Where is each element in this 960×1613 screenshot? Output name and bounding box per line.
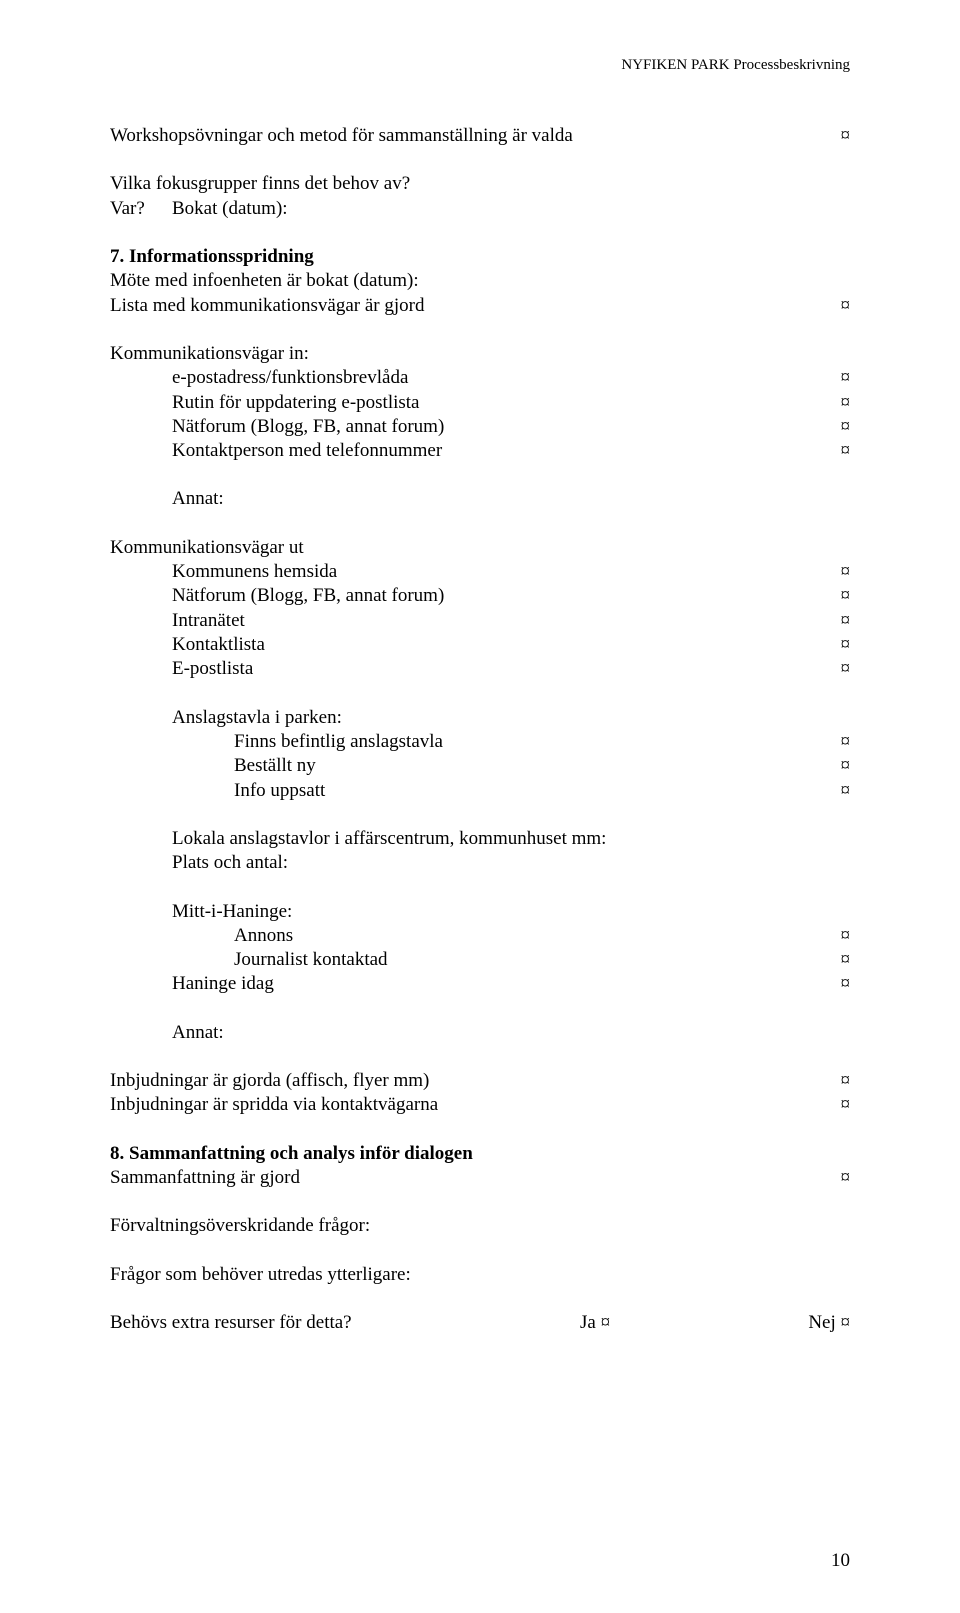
text: Rutin för uppdatering e-postlista xyxy=(110,391,830,415)
text: Bokat (datum): xyxy=(172,197,288,221)
checkbox-mark: ¤ xyxy=(830,609,850,633)
checkbox-mark: ¤ xyxy=(830,657,850,681)
checkbox-mark: ¤ xyxy=(830,972,850,996)
mitt-item: Annons ¤ xyxy=(110,924,850,948)
text: Info uppsatt xyxy=(110,779,830,803)
comm-out-title: Kommunikationsvägar ut xyxy=(110,536,850,560)
text: Kontaktperson med telefonnummer xyxy=(110,439,830,463)
line-focusgroups: Vilka fokusgrupper finns det behov av? xyxy=(110,172,850,196)
text: Journalist kontaktad xyxy=(110,948,830,972)
mitt-title: Mitt-i-Haninge: xyxy=(110,900,850,924)
text: Haninge idag xyxy=(110,972,830,996)
text: e-postadress/funktionsbrevlåda xyxy=(110,366,830,390)
text: Sammanfattning är gjord xyxy=(110,1166,830,1190)
text: E-postlista xyxy=(110,657,830,681)
header-right: NYFIKEN PARK Processbeskrivning xyxy=(621,56,850,75)
board-item: Finns befintlig anslagstavla ¤ xyxy=(110,730,850,754)
checkbox-mark: ¤ xyxy=(830,1093,850,1117)
comm-out-item: E-postlista ¤ xyxy=(110,657,850,681)
text: Lista med kommunikationsvägar är gjord xyxy=(110,294,830,318)
text: Var? xyxy=(110,197,172,221)
checkbox-mark: ¤ xyxy=(830,779,850,803)
line-booked: Var? Bokat (datum): xyxy=(110,197,850,221)
cross-admin-questions: Förvaltningsöverskridande frågor: xyxy=(110,1214,850,1238)
line-commlist: Lista med kommunikationsvägar är gjord ¤ xyxy=(110,294,850,318)
further-investigation: Frågor som behöver utredas ytterligare: xyxy=(110,1263,850,1287)
checkbox-mark: ¤ xyxy=(830,439,850,463)
content: Workshopsövningar och metod för sammanst… xyxy=(110,124,850,1335)
checkbox-mark: ¤ xyxy=(830,391,850,415)
checkbox-mark: ¤ xyxy=(830,415,850,439)
line-meeting: Möte med infoenheten är bokat (datum): xyxy=(110,269,850,293)
yes-option: Ja ¤ xyxy=(580,1311,780,1335)
text: Inbjudningar är gjorda (affisch, flyer m… xyxy=(110,1069,830,1093)
invitations-spread: Inbjudningar är spridda via kontaktvägar… xyxy=(110,1093,850,1117)
checkbox-mark: ¤ xyxy=(830,633,850,657)
text: Annons xyxy=(110,924,830,948)
text: Nätforum (Blogg, FB, annat forum) xyxy=(110,584,830,608)
line-workshops: Workshopsövningar och metod för sammanst… xyxy=(110,124,850,148)
comm-in-title: Kommunikationsvägar in: xyxy=(110,342,850,366)
checkbox-mark: ¤ xyxy=(830,124,850,148)
section-8-title: 8. Sammanfattning och analys inför dialo… xyxy=(110,1142,850,1166)
text: Behövs extra resurser för detta? xyxy=(110,1311,580,1335)
checkbox-mark: ¤ xyxy=(830,948,850,972)
comm-in-item: e-postadress/funktionsbrevlåda ¤ xyxy=(110,366,850,390)
text: Inbjudningar är spridda via kontaktvägar… xyxy=(110,1093,830,1117)
mitt-item: Journalist kontaktad ¤ xyxy=(110,948,850,972)
page-number: 10 xyxy=(831,1549,850,1573)
text: Nätforum (Blogg, FB, annat forum) xyxy=(110,415,830,439)
text: Kontaktlista xyxy=(110,633,830,657)
comm-out-item: Nätforum (Blogg, FB, annat forum) ¤ xyxy=(110,584,850,608)
checkbox-mark: ¤ xyxy=(830,366,850,390)
no-option: Nej ¤ xyxy=(780,1311,850,1335)
text: Workshopsövningar och metod för sammanst… xyxy=(110,124,830,148)
invitations-made: Inbjudningar är gjorda (affisch, flyer m… xyxy=(110,1069,850,1093)
comm-out-item: Intranätet ¤ xyxy=(110,609,850,633)
checkbox-mark: ¤ xyxy=(830,560,850,584)
section-7-title: 7. Informationsspridning xyxy=(110,245,850,269)
local-boards-1: Lokala anslagstavlor i affärscentrum, ko… xyxy=(110,827,850,851)
extra-resources-line: Behövs extra resurser för detta? Ja ¤ Ne… xyxy=(110,1311,850,1335)
board-item: Info uppsatt ¤ xyxy=(110,779,850,803)
checkbox-mark: ¤ xyxy=(830,1166,850,1190)
comm-in-item: Nätforum (Blogg, FB, annat forum) ¤ xyxy=(110,415,850,439)
page: NYFIKEN PARK Processbeskrivning Workshop… xyxy=(0,0,960,1613)
text: Kommunens hemsida xyxy=(110,560,830,584)
text: Beställt ny xyxy=(110,754,830,778)
summary-done: Sammanfattning är gjord ¤ xyxy=(110,1166,850,1190)
checkbox-mark: ¤ xyxy=(830,754,850,778)
other-label: Annat: xyxy=(110,487,850,511)
board-title: Anslagstavla i parken: xyxy=(110,706,850,730)
board-item: Beställt ny ¤ xyxy=(110,754,850,778)
comm-in-item: Rutin för uppdatering e-postlista ¤ xyxy=(110,391,850,415)
checkbox-mark: ¤ xyxy=(830,924,850,948)
text: Finns befintlig anslagstavla xyxy=(110,730,830,754)
mitt-item: Haninge idag ¤ xyxy=(110,972,850,996)
comm-in-item: Kontaktperson med telefonnummer ¤ xyxy=(110,439,850,463)
local-boards-2: Plats och antal: xyxy=(110,851,850,875)
checkbox-mark: ¤ xyxy=(830,1069,850,1093)
comm-out-item: Kommunens hemsida ¤ xyxy=(110,560,850,584)
comm-out-item: Kontaktlista ¤ xyxy=(110,633,850,657)
checkbox-mark: ¤ xyxy=(830,584,850,608)
checkbox-mark: ¤ xyxy=(830,730,850,754)
text: Intranätet xyxy=(110,609,830,633)
other-label: Annat: xyxy=(110,1021,850,1045)
checkbox-mark: ¤ xyxy=(830,294,850,318)
